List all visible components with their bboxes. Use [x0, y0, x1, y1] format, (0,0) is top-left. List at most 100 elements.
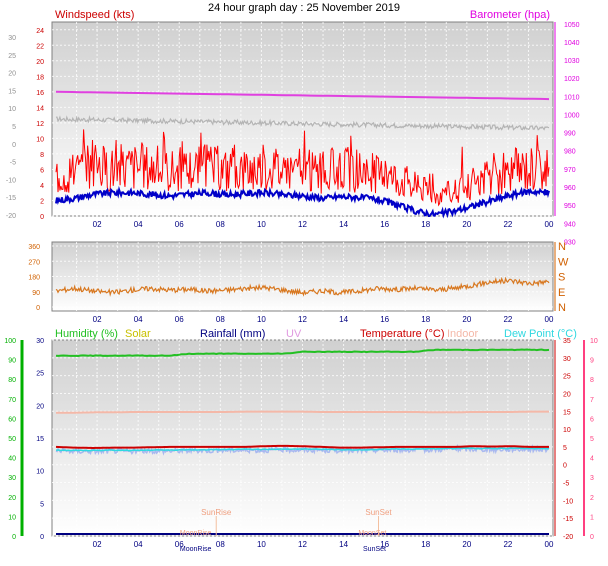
x-tick-label: 14 — [339, 540, 348, 549]
baro-axis-tick: 960 — [564, 185, 576, 192]
rain-axis-tick: 15 — [36, 436, 44, 443]
uv-axis-tick: 1 — [590, 514, 594, 521]
x-tick-label: 04 — [134, 220, 143, 229]
baro-axis-tick: 1010 — [564, 94, 580, 101]
x-tick-label: 20 — [462, 315, 471, 324]
humidity-axis-tick: 70 — [8, 397, 16, 404]
gust-line — [55, 129, 550, 207]
baro-axis-tick: 970 — [564, 167, 576, 174]
x-tick-label: 00 — [545, 315, 554, 324]
uv-axis-tick: 4 — [590, 456, 594, 463]
x-tick-label: 08 — [216, 220, 225, 229]
temp-axis-tick: 0 — [563, 463, 567, 470]
dir-compass-label: N — [558, 302, 566, 314]
temp-axis-tick: -5 — [563, 481, 569, 488]
rain-axis-tick: 20 — [36, 403, 44, 410]
x-tick-label: 04 — [134, 540, 143, 549]
page-title: 24 hour graph day : 25 November 2019 — [208, 2, 400, 14]
wind-axis-tick: 22 — [36, 43, 44, 50]
humidity-axis-tick: 100 — [4, 338, 16, 345]
x-tick-label: 22 — [503, 315, 512, 324]
rain-axis-tick: 10 — [36, 469, 44, 476]
humidity-axis-tick: 10 — [8, 514, 16, 521]
x-tick-label: 16 — [380, 540, 389, 549]
humidity-axis-tick: 20 — [8, 495, 16, 502]
baro-axis-tick: 1030 — [564, 58, 580, 65]
outer-axis-tick: 20 — [8, 71, 16, 78]
wind-axis-tick: 2 — [40, 198, 44, 205]
sunrise-label: SunRise — [201, 508, 232, 517]
temp-axis-tick: 35 — [563, 338, 571, 345]
outer-axis-tick: 5 — [12, 124, 16, 131]
uv-axis-tick: 9 — [590, 358, 594, 365]
legend-1: Solar — [125, 328, 151, 340]
x-tick-label: 20 — [462, 540, 471, 549]
x-tick-label: 10 — [257, 315, 266, 324]
wind-axis-tick: 20 — [36, 59, 44, 66]
humidity-axis-tick: 90 — [8, 358, 16, 365]
dir-compass-label: E — [558, 287, 565, 299]
x-tick-label: 20 — [462, 220, 471, 229]
x-tick-label: 14 — [339, 220, 348, 229]
dir-axis-tick: 180 — [28, 275, 40, 282]
uv-axis-tick: 3 — [590, 475, 594, 482]
baro-axis-tick: 940 — [564, 221, 576, 228]
x-tick-label: 12 — [298, 220, 307, 229]
temp-axis-tick: 10 — [563, 427, 571, 434]
legend-5: Indoor — [447, 328, 479, 340]
outer-axis-tick: 0 — [12, 142, 16, 149]
x-tick-label: 08 — [216, 540, 225, 549]
x-tick-label: 12 — [298, 315, 307, 324]
wind-axis-tick: 10 — [36, 136, 44, 143]
humidity-axis-tick: 40 — [8, 456, 16, 463]
dir-axis-tick: 360 — [28, 244, 40, 251]
x-tick-label: 02 — [93, 315, 102, 324]
indoor-line — [56, 410, 549, 414]
x-tick-label: 08 — [216, 315, 225, 324]
temp-axis-tick: -20 — [563, 534, 573, 541]
dewpoint-line — [55, 447, 550, 452]
wind-axis-tick: 12 — [36, 121, 44, 128]
x-tick-label: 06 — [175, 220, 184, 229]
dir-compass-label: W — [558, 256, 569, 268]
humidity-line — [55, 348, 550, 358]
outer-axis-tick: 10 — [8, 106, 16, 113]
x-tick-label: 16 — [380, 315, 389, 324]
legend-6: Dew Point (°C) — [504, 328, 577, 340]
x-tick-label: 12 — [298, 540, 307, 549]
baro-axis-tick: 950 — [564, 203, 576, 210]
avg-wind-line — [55, 185, 550, 219]
grey-series-line — [55, 115, 550, 131]
temp-axis-tick: 25 — [563, 374, 571, 381]
dir-axis-tick: 0 — [36, 305, 40, 312]
humidity-axis-tick: 30 — [8, 475, 16, 482]
x-tick-label: 10 — [257, 540, 266, 549]
outer-axis-tick: -10 — [6, 177, 16, 184]
x-tick-label: 10 — [257, 220, 266, 229]
x-tick-label: 22 — [503, 220, 512, 229]
x-tick-label: 06 — [175, 315, 184, 324]
barometer-title: Barometer (hpa) — [470, 9, 550, 21]
baro-axis-tick: 1020 — [564, 76, 580, 83]
humidity-axis-tick: 80 — [8, 377, 16, 384]
wind-axis-tick: 4 — [40, 183, 44, 190]
rain-axis-tick: 25 — [36, 371, 44, 378]
legend-3: UV — [286, 328, 302, 340]
temp-axis-tick: 15 — [563, 409, 571, 416]
temp-axis-tick: 5 — [563, 445, 567, 452]
dir-compass-label: N — [558, 241, 566, 253]
legend-2: Rainfall (mm) — [200, 328, 265, 340]
x-tick-label: 16 — [380, 220, 389, 229]
baro-axis-tick: 990 — [564, 131, 576, 138]
rain-axis-tick: 30 — [36, 338, 44, 345]
x-tick-label: 04 — [134, 315, 143, 324]
x-tick-label: 02 — [93, 220, 102, 229]
x-tick-label: 00 — [545, 220, 554, 229]
outer-axis-tick: 15 — [8, 88, 16, 95]
uv-axis-tick: 6 — [590, 416, 594, 423]
wind-axis-tick: 0 — [40, 214, 44, 221]
wind-axis-tick: 14 — [36, 105, 44, 112]
legend-4: Temperature (°C) — [360, 328, 444, 340]
temperature-line — [55, 444, 549, 450]
